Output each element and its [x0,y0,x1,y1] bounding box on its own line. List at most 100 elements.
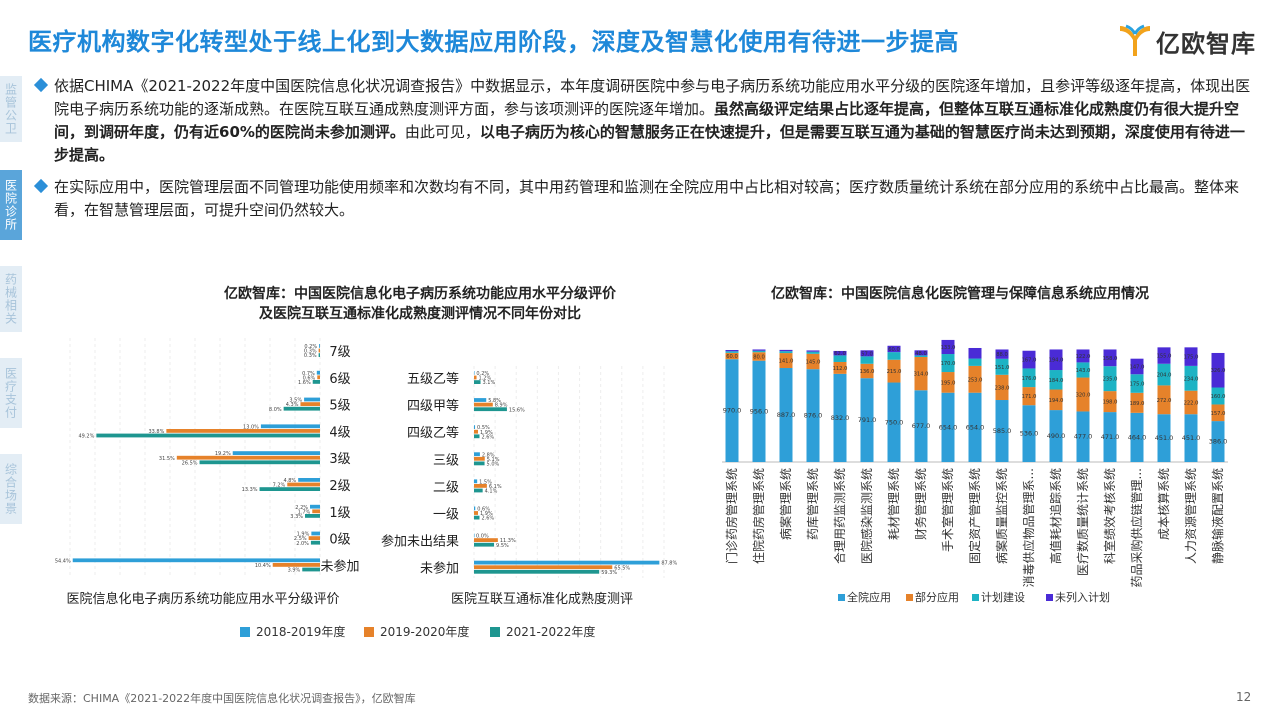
legend-label: 2019-2020年度 [380,624,469,639]
stacked-segment [968,365,982,393]
segment-label: 122.0 [1076,354,1091,360]
interop-bar-label: 65.5% [614,565,630,571]
emr-bar [199,460,320,465]
stacked-segment [1076,411,1090,462]
stacked-segment [941,372,955,393]
emr-bar [312,380,320,384]
segment-label: 585.0 [993,427,1012,435]
emr-category-label: 0级 [329,533,350,548]
emr-bar [72,558,321,563]
stacked-segment [1022,405,1036,462]
stacked-segment [1157,347,1171,364]
emr-bar-label: 0.3% [304,353,317,359]
stacked-segment [860,363,874,379]
stacked-segment [779,353,793,369]
category-label: 病案质量监控系统 [994,468,1009,564]
category-label: 手术室管理系统 [940,468,955,552]
emr-bar [304,397,320,402]
legend-swatch [1046,594,1053,601]
emr-bar [298,478,320,482]
stacked-segment [968,358,982,366]
interop-bar-label: 6.1% [489,484,502,490]
emr-bar [283,406,320,411]
interop-bar-label: 2.6% [481,434,494,440]
segment-label: 184.0 [1049,378,1064,384]
interop-bar [474,425,476,429]
stacked-segment [1103,391,1117,413]
side-tab-0[interactable]: 监管公卫 [0,76,22,142]
emr-bar [312,509,320,514]
side-tab-3[interactable]: 医疗支付 [0,358,22,428]
stacked-segment [887,382,901,462]
segment-label: 314.0 [914,372,929,378]
side-tab-1[interactable]: 医院诊所 [0,170,22,240]
emr-bar [316,370,320,375]
stacked-segment [806,351,820,354]
segment-label: 60.0 [726,354,738,360]
stacked-segment [860,356,874,364]
emr-category-label: 2级 [329,479,350,494]
segment-label: 112.0 [833,366,848,372]
legend-swatch [972,594,979,601]
emr-bar [166,429,320,433]
interop-bar-label: 0.5% [477,425,490,431]
category-label: 耗材管理系统 [886,468,901,540]
emr-bar [310,504,320,509]
emr-bar-label: 0.2% [304,344,317,350]
emr-axis-label: 医院信息化电子病历系统功能应用水平分级评价 [66,591,339,607]
legend-label: 2021-2022年度 [506,624,595,639]
interop-bar [474,434,480,439]
stacked-segment [725,359,739,462]
stacked-segment [995,400,1009,462]
interop-bar-label: 5.8% [488,398,501,404]
stacked-segment [1076,362,1090,378]
category-label: 财务管理系统 [913,468,928,540]
interop-bar [474,452,480,457]
segment-label: 471.0 [1101,433,1120,441]
stacked-segment [1157,385,1171,415]
segment-label: 167.0 [1022,358,1037,364]
interop-bar [474,515,480,520]
legend-label: 计划建设 [981,590,1025,604]
segment-label: 654.0 [966,423,985,431]
legend-label: 2018-2019年度 [256,624,345,639]
stacked-segment [779,351,793,354]
segment-label: 222.0 [1184,400,1199,406]
interop-bar-label: 9.5% [496,543,509,549]
category-label: 科室绩效考核系统 [1102,468,1117,564]
stacked-segment [752,349,766,351]
segment-label: 80.0 [753,354,765,360]
interop-bar-label: 0.6% [477,507,490,513]
category-label: 门诊药房管理系统 [724,468,739,564]
category-label: 人力资源管理系统 [1183,468,1198,564]
segment-label: 272.0 [1157,398,1172,404]
legend-label: 未列入计划 [1055,590,1110,604]
emr-bar [317,375,320,380]
interop-bar [474,533,475,538]
segment-label: 198.0 [1103,400,1118,406]
side-tab-4[interactable]: 综合场景 [0,454,22,524]
emr-bar-label: 10.4% [255,563,271,569]
stacked-segment [1076,377,1090,412]
segment-label: 158.0 [1103,356,1118,362]
stacked-segment [806,369,820,462]
para2-text: 在实际应用中，医院管理层面不同管理功能使用频率和次数均有不同，其中用药管理和监测… [54,178,1240,219]
emr-bar-label: 1.6% [298,380,311,386]
stacked-segment [995,374,1009,401]
stacked-segment [1130,412,1144,462]
stacked-segment [752,352,766,361]
segment-label: 970.0 [723,407,742,415]
category-label: 医院感染监测系统 [859,468,874,564]
stacked-segment [1130,392,1144,413]
side-tab-2[interactable]: 药械相关 [0,266,22,332]
emr-bar-label: 19.2% [215,451,231,457]
stacked-segment [860,378,874,462]
stacked-segment [752,360,766,462]
emr-bar [319,344,320,348]
stacked-segment [1184,390,1198,415]
stacked-segment [833,373,847,462]
segment-label: 194.0 [1049,358,1064,364]
stacked-segment [995,349,1009,359]
segment-label: 160.0 [1211,394,1226,400]
stacked-segment [833,355,847,362]
